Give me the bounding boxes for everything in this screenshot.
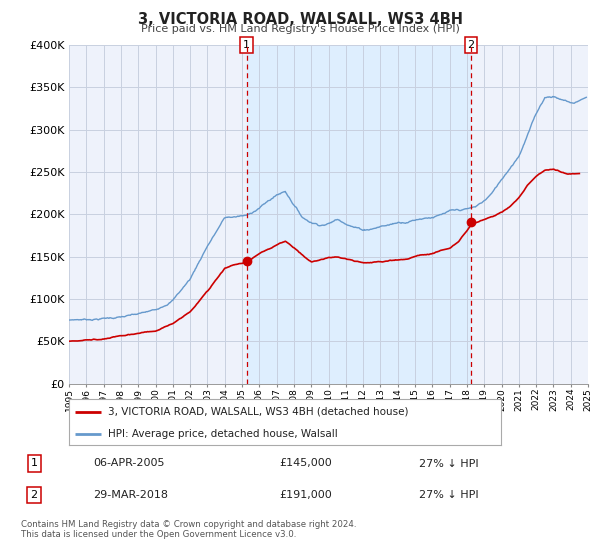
Text: 27% ↓ HPI: 27% ↓ HPI [419, 459, 479, 469]
Text: 27% ↓ HPI: 27% ↓ HPI [419, 490, 479, 500]
Text: HPI: Average price, detached house, Walsall: HPI: Average price, detached house, Wals… [108, 429, 338, 438]
Text: £191,000: £191,000 [280, 490, 332, 500]
Text: 29-MAR-2018: 29-MAR-2018 [94, 490, 169, 500]
Text: £145,000: £145,000 [280, 459, 332, 469]
Text: 3, VICTORIA ROAD, WALSALL, WS3 4BH (detached house): 3, VICTORIA ROAD, WALSALL, WS3 4BH (deta… [108, 407, 409, 417]
Text: 3, VICTORIA ROAD, WALSALL, WS3 4BH: 3, VICTORIA ROAD, WALSALL, WS3 4BH [137, 12, 463, 27]
Text: 2: 2 [467, 40, 475, 50]
Text: 1: 1 [243, 40, 250, 50]
Text: Price paid vs. HM Land Registry's House Price Index (HPI): Price paid vs. HM Land Registry's House … [140, 24, 460, 34]
Text: 1: 1 [31, 459, 38, 469]
Text: 2: 2 [31, 490, 38, 500]
Text: 06-APR-2005: 06-APR-2005 [94, 459, 165, 469]
Bar [247, 45, 471, 384]
Text: Contains HM Land Registry data © Crown copyright and database right 2024.
This d: Contains HM Land Registry data © Crown c… [21, 520, 356, 539]
